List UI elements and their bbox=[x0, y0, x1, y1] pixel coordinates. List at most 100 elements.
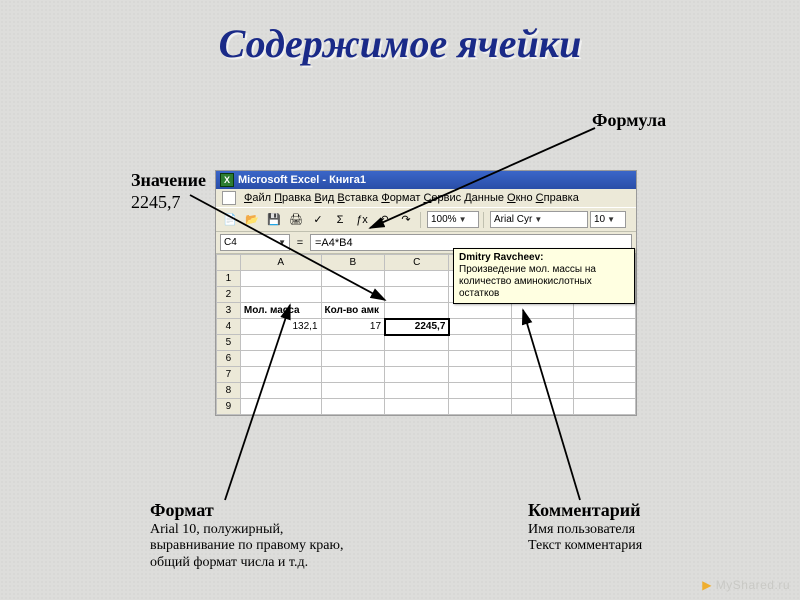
menu-item[interactable]: Файл bbox=[244, 192, 271, 204]
menu-item[interactable]: Формат bbox=[381, 192, 420, 204]
cell[interactable] bbox=[511, 351, 573, 367]
cell[interactable]: Мол. масса bbox=[240, 303, 321, 319]
cell[interactable] bbox=[573, 335, 635, 351]
cell[interactable] bbox=[321, 399, 385, 415]
row-header[interactable]: 8 bbox=[217, 383, 241, 399]
row-header[interactable]: 4 bbox=[217, 319, 241, 335]
cell[interactable] bbox=[385, 335, 449, 351]
cell[interactable]: Кол-во амк bbox=[321, 303, 385, 319]
row-header[interactable]: 7 bbox=[217, 367, 241, 383]
toolbar-button[interactable]: 🖨 bbox=[286, 210, 306, 229]
toolbar-separator bbox=[483, 212, 486, 228]
cell[interactable] bbox=[449, 335, 511, 351]
menu-item[interactable]: Справка bbox=[536, 192, 579, 204]
cell[interactable] bbox=[449, 367, 511, 383]
toolbar-button[interactable]: ƒx bbox=[352, 210, 372, 229]
cell[interactable] bbox=[240, 383, 321, 399]
toolbar-button[interactable]: ✓ bbox=[308, 210, 328, 229]
cell[interactable] bbox=[573, 319, 635, 335]
cell[interactable] bbox=[385, 383, 449, 399]
menu-item[interactable]: Вид bbox=[314, 192, 334, 204]
menu-item[interactable]: Данные bbox=[464, 192, 504, 204]
zoom-box[interactable]: 100% ▼ bbox=[427, 211, 479, 228]
cell[interactable] bbox=[385, 303, 449, 319]
cell[interactable] bbox=[321, 351, 385, 367]
cell[interactable] bbox=[511, 367, 573, 383]
slide-title: Содержимое ячейки bbox=[219, 20, 582, 67]
row-header[interactable]: 1 bbox=[217, 271, 241, 287]
label-comment: Комментарий Имя пользователяТекст коммен… bbox=[528, 500, 642, 555]
row-header[interactable]: 6 bbox=[217, 351, 241, 367]
menu-item[interactable]: Вставка bbox=[337, 192, 378, 204]
toolbar-button[interactable]: 📂 bbox=[242, 210, 262, 229]
toolbar-button[interactable]: ↷ bbox=[396, 210, 416, 229]
toolbar-button[interactable]: Σ bbox=[330, 210, 350, 229]
cell[interactable] bbox=[449, 351, 511, 367]
row-header[interactable]: 5 bbox=[217, 335, 241, 351]
chevron-down-icon: ▼ bbox=[459, 215, 467, 224]
menu-item[interactable]: Сервис bbox=[423, 192, 461, 204]
label-formula: Формула bbox=[592, 110, 666, 132]
cell[interactable] bbox=[573, 367, 635, 383]
cell[interactable] bbox=[240, 335, 321, 351]
cell[interactable] bbox=[511, 335, 573, 351]
cell[interactable] bbox=[240, 399, 321, 415]
cell[interactable] bbox=[321, 367, 385, 383]
name-box[interactable]: C4 ▼ bbox=[220, 234, 290, 251]
col-header[interactable]: B bbox=[321, 255, 385, 271]
cell[interactable]: 132,1 bbox=[240, 319, 321, 335]
cell[interactable] bbox=[240, 271, 321, 287]
cell[interactable]: 2245,7 bbox=[385, 319, 449, 335]
cell[interactable] bbox=[385, 287, 449, 303]
menu-item[interactable]: Окно bbox=[507, 192, 533, 204]
corner-cell[interactable] bbox=[217, 255, 241, 271]
col-header[interactable]: A bbox=[240, 255, 321, 271]
cell[interactable] bbox=[240, 287, 321, 303]
font-box[interactable]: Arial Cyr ▼ bbox=[490, 211, 588, 228]
cell[interactable] bbox=[573, 399, 635, 415]
cell[interactable] bbox=[385, 399, 449, 415]
cell[interactable] bbox=[573, 303, 635, 319]
cell[interactable]: 17 bbox=[321, 319, 385, 335]
fontsize-box[interactable]: 10 ▼ bbox=[590, 211, 626, 228]
cell[interactable] bbox=[449, 319, 511, 335]
cell[interactable] bbox=[321, 271, 385, 287]
cell[interactable] bbox=[449, 399, 511, 415]
cell[interactable] bbox=[573, 351, 635, 367]
excel-titlebar: X Microsoft Excel - Книга1 bbox=[216, 171, 636, 189]
label-value-text: 2245,7 bbox=[131, 192, 206, 214]
label-format-lines: Arial 10, полужирный, выравнивание по пр… bbox=[150, 522, 343, 572]
toolbar-button[interactable]: 📄 bbox=[220, 210, 240, 229]
comment-author: Dmitry Ravcheev: bbox=[459, 252, 629, 264]
cell[interactable] bbox=[511, 303, 573, 319]
label-value: Значение 2245,7 bbox=[131, 170, 206, 213]
row-header[interactable]: 9 bbox=[217, 399, 241, 415]
watermark-b: Shared bbox=[733, 578, 775, 592]
row-header[interactable]: 2 bbox=[217, 287, 241, 303]
formula-equals-icon: = bbox=[294, 237, 306, 249]
fontsize-value: 10 bbox=[594, 214, 605, 225]
cell[interactable] bbox=[449, 383, 511, 399]
cell[interactable] bbox=[385, 271, 449, 287]
cell[interactable] bbox=[321, 383, 385, 399]
toolbar-button[interactable]: ↶ bbox=[374, 210, 394, 229]
toolbar-separator bbox=[420, 212, 423, 228]
label-format-title: Формат bbox=[150, 500, 343, 522]
cell[interactable] bbox=[449, 303, 511, 319]
row-header[interactable]: 3 bbox=[217, 303, 241, 319]
cell[interactable] bbox=[321, 287, 385, 303]
cell[interactable] bbox=[573, 383, 635, 399]
cell[interactable] bbox=[240, 367, 321, 383]
col-header[interactable]: C bbox=[385, 255, 449, 271]
zoom-value: 100% bbox=[431, 214, 457, 225]
comment-text: Произведение мол. массы на количество ам… bbox=[459, 264, 629, 300]
toolbar-button[interactable]: 💾 bbox=[264, 210, 284, 229]
cell[interactable] bbox=[511, 319, 573, 335]
cell[interactable] bbox=[511, 399, 573, 415]
cell[interactable] bbox=[321, 335, 385, 351]
cell[interactable] bbox=[240, 351, 321, 367]
cell[interactable] bbox=[385, 367, 449, 383]
menu-item[interactable]: Правка bbox=[274, 192, 311, 204]
cell[interactable] bbox=[511, 383, 573, 399]
cell[interactable] bbox=[385, 351, 449, 367]
